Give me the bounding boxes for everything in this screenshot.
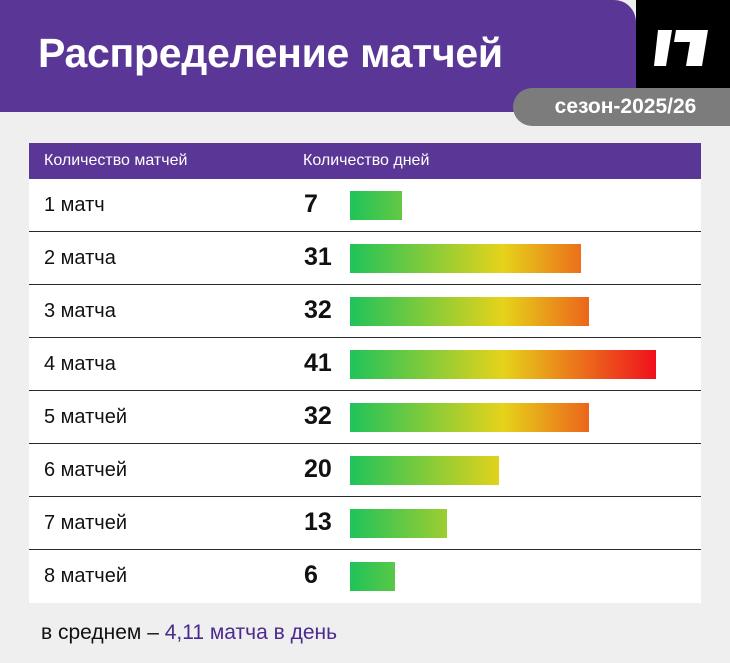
row-value: 32 xyxy=(304,402,332,430)
bar xyxy=(350,562,395,591)
row-label: 3 матча xyxy=(44,300,116,322)
row-value: 41 xyxy=(304,349,332,377)
bar xyxy=(350,350,656,379)
table-row: 1 матч 7 xyxy=(29,179,701,232)
brand-logo-icon xyxy=(654,30,708,66)
row-label: 6 матчей xyxy=(44,459,127,481)
row-value: 31 xyxy=(304,243,332,271)
table-row: 7 матчей 13 xyxy=(29,497,701,550)
row-label: 7 матчей xyxy=(44,512,127,534)
table-header: Количество матчей Количество дней xyxy=(29,143,701,179)
row-value: 6 xyxy=(304,561,318,589)
average-prefix: в среднем – xyxy=(41,621,165,644)
average-note: в среднем – 4,11 матча в день xyxy=(41,621,337,645)
row-label: 1 матч xyxy=(44,194,105,216)
bar xyxy=(350,509,447,538)
row-label: 8 матчей xyxy=(44,565,127,587)
column-header-days: Количество дней xyxy=(303,152,430,169)
table-row: 8 матчей 6 xyxy=(29,550,701,603)
row-value: 20 xyxy=(304,455,332,483)
page-title: Распределение матчей xyxy=(38,30,503,76)
bar xyxy=(350,191,402,220)
average-value: 4,11 матча в день xyxy=(164,621,338,644)
table-row: 4 матча 41 xyxy=(29,338,701,391)
season-badge: сезон-2025/26 xyxy=(513,88,730,126)
row-label: 5 матчей xyxy=(44,406,127,428)
bar xyxy=(350,297,589,326)
row-label: 4 матча xyxy=(44,353,116,375)
row-value: 7 xyxy=(304,190,318,218)
row-value: 13 xyxy=(304,508,332,536)
table-body: 1 матч 7 2 матча 31 3 матча 32 4 матча 41 5 матч… xyxy=(29,179,701,603)
table-row: 3 матча 32 xyxy=(29,285,701,338)
header-banner: Распределение матчей xyxy=(0,0,636,112)
row-value: 32 xyxy=(304,296,332,324)
bar xyxy=(350,403,589,432)
table-row: 6 матчей 20 xyxy=(29,444,701,497)
table-row: 5 матчей 32 xyxy=(29,391,701,444)
table-row: 2 матча 31 xyxy=(29,232,701,285)
bar xyxy=(350,456,499,485)
row-label: 2 матча xyxy=(44,247,116,269)
column-header-matches: Количество матчей xyxy=(44,152,188,169)
distribution-table: Количество матчей Количество дней 1 матч… xyxy=(29,143,701,603)
bar xyxy=(350,244,581,273)
